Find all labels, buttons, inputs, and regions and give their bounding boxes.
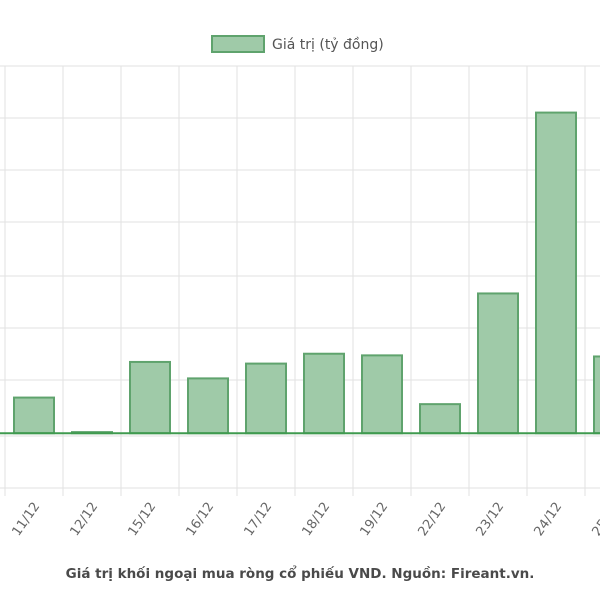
x-axis-labels: 11/12 12/12 15/12 16/12 17/12 18/12 19/12 22/12… [9, 500, 600, 539]
bar-15-12 [129, 360, 171, 435]
bar-23-12 [477, 292, 519, 435]
legend: Giá trị (tỷ đồng) [211, 35, 384, 53]
x-tick-label: 24/12 [531, 500, 565, 539]
x-tick-label: 16/12 [183, 500, 217, 539]
legend-swatch [211, 35, 265, 53]
bar-22-12 [419, 403, 461, 435]
x-tick-label: 22/12 [415, 500, 449, 539]
grid [0, 65, 600, 496]
x-tick-label: 23/12 [473, 500, 507, 539]
bar-18-12 [303, 352, 345, 435]
bar-25-12 [593, 355, 600, 435]
legend-label: Giá trị (tỷ đồng) [272, 36, 384, 53]
bar-11-12 [13, 396, 55, 435]
x-tick-label: 18/12 [299, 500, 333, 539]
chart-caption: Giá trị khối ngoại mua ròng cổ phiếu VND… [66, 565, 535, 582]
bar-24-12 [535, 111, 577, 435]
bar-17-12 [245, 362, 287, 435]
bars [13, 111, 600, 435]
x-tick-label: 15/12 [125, 500, 159, 539]
bar-19-12 [361, 354, 403, 435]
x-tick-label: 19/12 [357, 500, 391, 539]
x-tick-label: 12/12 [67, 500, 101, 539]
x-tick-label: 17/12 [241, 500, 275, 539]
x-tick-label: 25/12 [589, 500, 600, 539]
x-tick-label: 11/12 [9, 500, 43, 539]
bar-16-12 [187, 377, 229, 435]
